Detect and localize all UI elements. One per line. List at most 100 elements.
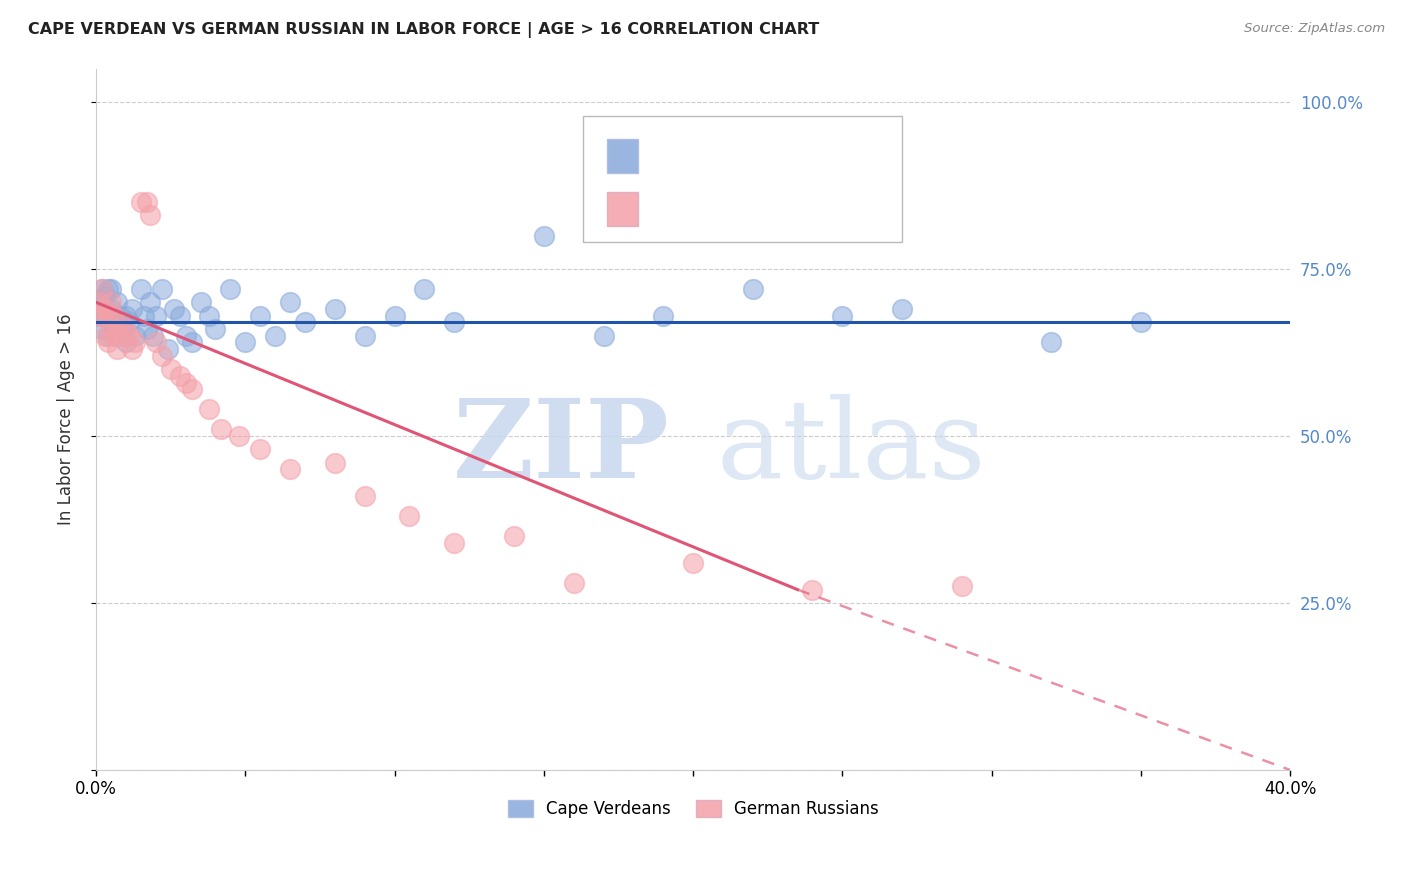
Point (159, 362, 181, 376)
Point (105, 328, 128, 343)
Point (103, 328, 125, 343)
Point (87, 309, 110, 323)
Point (228, 429, 250, 443)
Point (97, 282, 120, 296)
Point (353, 489, 375, 503)
Text: N = 58: N = 58 (782, 145, 851, 162)
Point (831, 309, 853, 323)
Point (592, 328, 614, 343)
Point (162, 301, 184, 316)
Point (398, 509, 420, 524)
Point (278, 462, 301, 476)
Point (950, 579, 973, 593)
Point (278, 295, 301, 310)
Point (91, 309, 114, 323)
Point (105, 322, 128, 336)
Point (198, 402, 221, 417)
Point (103, 322, 125, 336)
Point (100, 301, 122, 316)
Point (294, 315, 316, 329)
Point (97, 328, 120, 343)
Point (204, 322, 226, 336)
Point (1129, 315, 1152, 329)
Point (124, 335, 146, 350)
Point (94, 309, 117, 323)
Point (115, 335, 138, 350)
Point (132, 309, 155, 323)
Point (150, 282, 173, 296)
Point (94, 301, 117, 316)
Point (209, 422, 232, 436)
Text: ZIP: ZIP (453, 393, 669, 500)
Point (100, 322, 122, 336)
Text: R = -0.005: R = -0.005 (650, 145, 755, 162)
Point (121, 301, 143, 316)
Point (891, 301, 914, 316)
Point (169, 368, 191, 383)
Point (97, 335, 120, 350)
Point (139, 295, 162, 310)
Point (100, 295, 122, 310)
Text: R = -0.575: R = -0.575 (650, 196, 755, 214)
Point (139, 209, 162, 223)
Point (533, 228, 555, 243)
Point (111, 328, 134, 343)
Point (1040, 335, 1063, 350)
Point (129, 282, 152, 296)
Point (190, 295, 212, 310)
Point (443, 536, 465, 550)
Point (108, 315, 131, 329)
Point (413, 282, 436, 296)
Point (142, 328, 165, 343)
Point (87, 295, 110, 310)
Point (121, 342, 143, 356)
Point (87, 309, 110, 323)
Point (129, 195, 152, 210)
Text: N = 43: N = 43 (782, 196, 851, 214)
Point (91, 322, 114, 336)
Text: CAPE VERDEAN VS GERMAN RUSSIAN IN LABOR FORCE | AGE > 16 CORRELATION CHART: CAPE VERDEAN VS GERMAN RUSSIAN IN LABOR … (28, 22, 820, 38)
Point (384, 309, 406, 323)
Point (233, 335, 256, 350)
Point (87, 295, 110, 310)
Point (682, 556, 704, 570)
Point (100, 282, 122, 296)
Point (180, 335, 202, 350)
Point (118, 328, 141, 343)
Point (91, 282, 114, 296)
Point (801, 582, 824, 597)
Point (562, 576, 585, 591)
Point (94, 301, 117, 316)
Point (156, 342, 179, 356)
Point (111, 322, 134, 336)
Point (108, 315, 131, 329)
Point (503, 529, 526, 543)
Text: atlas: atlas (717, 393, 987, 500)
Point (100, 315, 122, 329)
Point (198, 309, 221, 323)
Point (135, 195, 157, 210)
Text: Source: ZipAtlas.com: Source: ZipAtlas.com (1244, 22, 1385, 36)
Point (135, 322, 157, 336)
Point (103, 309, 125, 323)
Point (323, 456, 346, 470)
Point (145, 335, 167, 350)
Point (174, 376, 197, 390)
Point (652, 309, 675, 323)
Point (180, 382, 202, 396)
Legend: Cape Verdeans, German Russians: Cape Verdeans, German Russians (501, 793, 886, 825)
Point (103, 309, 125, 323)
Point (97, 309, 120, 323)
Point (150, 349, 173, 363)
Point (323, 301, 346, 316)
Point (94, 328, 117, 343)
Point (108, 309, 131, 323)
Point (219, 282, 242, 296)
Y-axis label: In Labor Force | Age > 16: In Labor Force | Age > 16 (58, 313, 75, 525)
Point (169, 309, 191, 323)
Point (264, 328, 287, 343)
Point (174, 328, 197, 343)
Point (115, 309, 138, 323)
Point (118, 315, 141, 329)
Point (124, 328, 146, 343)
